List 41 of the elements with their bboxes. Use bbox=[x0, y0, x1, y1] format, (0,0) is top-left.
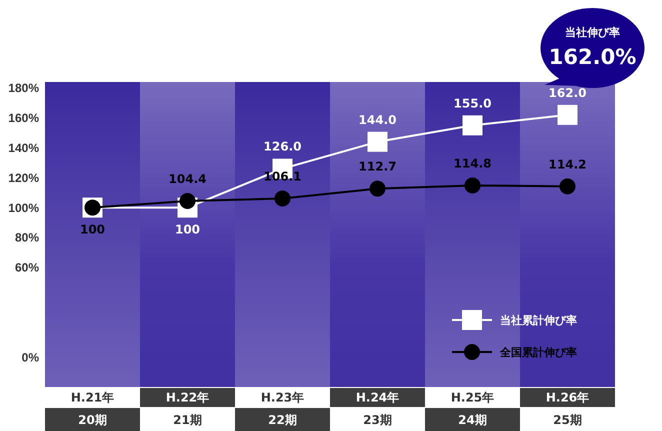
annotation: 当社伸び率 162.0% bbox=[548, 26, 636, 69]
data-label: 106.1 bbox=[264, 169, 302, 184]
point bbox=[368, 132, 388, 152]
data-label: 144.0 bbox=[358, 112, 396, 127]
y-tick-label: 120% bbox=[8, 170, 40, 185]
data-label: 100 bbox=[174, 222, 200, 237]
data-label: 126.0 bbox=[264, 140, 302, 154]
point bbox=[558, 104, 578, 125]
y-tick-label: 100% bbox=[8, 200, 40, 215]
text: 25期 bbox=[553, 413, 582, 427]
data-label: 162.0 bbox=[548, 86, 586, 100]
x-tick-label: H.23年 bbox=[260, 390, 304, 404]
y-tick-label: 180% bbox=[8, 81, 40, 96]
legend-label: 当社累計伸び率 bbox=[500, 314, 577, 327]
text: 22期 bbox=[268, 413, 297, 427]
y-tick-label: 140% bbox=[8, 140, 40, 155]
data-label: 104.4 bbox=[168, 172, 206, 186]
point bbox=[370, 180, 386, 197]
x-tick-label: H.22年 bbox=[166, 390, 210, 404]
text: 24期 bbox=[458, 413, 487, 427]
text: 23期 bbox=[363, 413, 392, 427]
x-tick-label: H.21年 bbox=[70, 390, 114, 404]
x-tick-label: H.25年 bbox=[450, 390, 494, 404]
data-label: 114.8 bbox=[454, 156, 492, 170]
data-label: 112.7 bbox=[358, 160, 396, 174]
point bbox=[560, 178, 576, 194]
y-tick-label: 60% bbox=[14, 260, 40, 275]
legend-label: 全国累計伸び率 bbox=[499, 346, 577, 359]
x-tick-label: H.26年 bbox=[546, 390, 590, 404]
text: 20期 bbox=[78, 413, 107, 427]
y-tick-label: 160% bbox=[8, 111, 40, 126]
point bbox=[462, 115, 482, 136]
point bbox=[464, 177, 480, 194]
data-label: 114.2 bbox=[548, 157, 586, 172]
y-tick-label: 0% bbox=[22, 350, 40, 364]
data-label: 155.0 bbox=[454, 96, 492, 110]
point bbox=[274, 190, 290, 206]
y-tick-label: 80% bbox=[14, 230, 40, 245]
x-tick-label: H.24年 bbox=[356, 390, 400, 404]
text: 21期 bbox=[173, 413, 202, 427]
data-label: 100 bbox=[80, 222, 106, 237]
